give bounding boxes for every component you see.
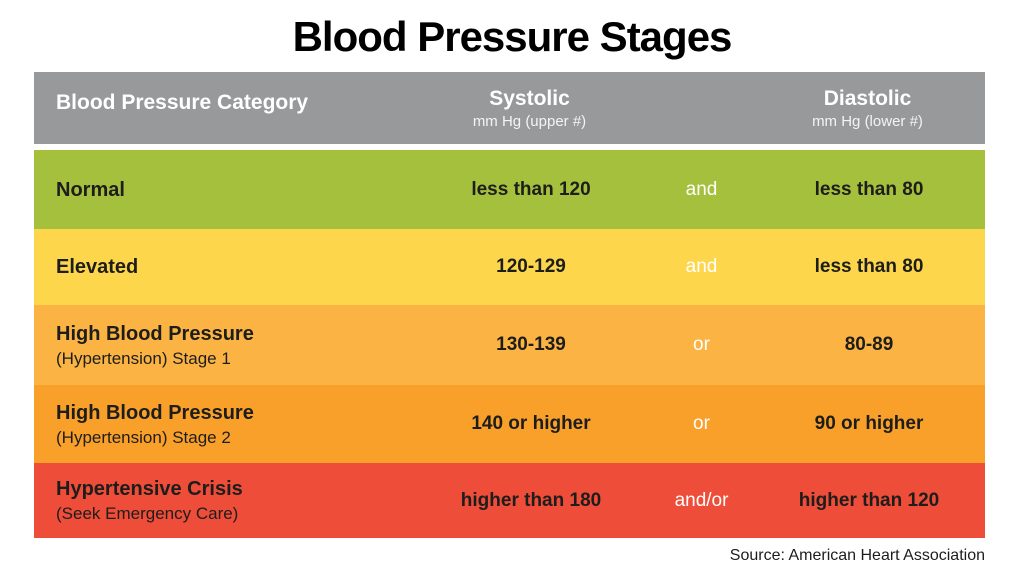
header-diastolic: Diastolic mm Hg (lower #) xyxy=(750,72,985,144)
header-diastolic-sub: mm Hg (lower #) xyxy=(812,112,923,130)
category-cell: Normal xyxy=(34,150,409,229)
header-category: Blood Pressure Category xyxy=(56,91,309,114)
systolic-value-cell: 140 or higher xyxy=(471,413,591,434)
category-cell: High Blood Pressure (Hypertension) Stage… xyxy=(34,305,409,385)
diastolic-value-cell: less than 80 xyxy=(814,256,924,277)
category-sublabel: (Hypertension) Stage 2 xyxy=(56,427,231,447)
table-row: High Blood Pressure (Hypertension) Stage… xyxy=(34,385,985,463)
page-title: Blood Pressure Stages xyxy=(292,13,733,60)
systolic-value-cell: 120-129 xyxy=(496,256,566,277)
connector-cell: and/or xyxy=(674,489,729,511)
category-sublabel: (Hypertension) Stage 1 xyxy=(56,348,231,368)
table-row: Hypertensive Crisis (Seek Emergency Care… xyxy=(34,463,985,538)
header-connector-spacer xyxy=(650,72,750,144)
diastolic-value-cell: 90 or higher xyxy=(814,413,924,434)
connector-cell: and xyxy=(685,256,718,277)
diastolic-value-cell: 80-89 xyxy=(844,334,894,355)
connector-cell: or xyxy=(693,413,710,434)
diastolic-value-cell: less than 80 xyxy=(814,178,924,200)
connector-cell: and xyxy=(685,178,718,200)
category-sublabel: (Seek Emergency Care) xyxy=(56,504,239,523)
connector-cell: or xyxy=(693,334,710,355)
source-attribution: Source: American Heart Association xyxy=(729,547,985,564)
table-row: Elevated 120-129 and less than 80 xyxy=(34,229,985,305)
category-cell: Hypertensive Crisis (Seek Emergency Care… xyxy=(34,463,409,538)
table-header-row: Blood Pressure Category Systolic mm Hg (… xyxy=(34,72,985,144)
systolic-value-cell: higher than 180 xyxy=(460,489,602,511)
header-systolic-label: Systolic xyxy=(489,86,570,110)
diastolic-value-cell: higher than 120 xyxy=(798,489,940,511)
category-label: High Blood Pressure xyxy=(56,401,254,424)
table-row: Normal less than 120 and less than 80 xyxy=(34,150,985,229)
category-cell: Elevated xyxy=(34,229,409,305)
systolic-value-cell: 130-139 xyxy=(496,334,566,355)
header-systolic-sub: mm Hg (upper #) xyxy=(472,112,587,130)
category-label: Hypertensive Crisis xyxy=(56,478,243,500)
header-diastolic-label: Diastolic xyxy=(823,86,912,110)
systolic-value-cell: less than 120 xyxy=(471,178,591,200)
table-row: High Blood Pressure (Hypertension) Stage… xyxy=(34,305,985,385)
category-label: Normal xyxy=(56,178,125,201)
table-body: Normal less than 120 and less than 80 El… xyxy=(34,150,985,538)
category-label: Elevated xyxy=(56,256,139,278)
category-label: High Blood Pressure xyxy=(56,322,254,345)
category-cell: High Blood Pressure (Hypertension) Stage… xyxy=(34,385,409,463)
blood-pressure-table: Blood Pressure Category Systolic mm Hg (… xyxy=(34,72,985,538)
header-systolic: Systolic mm Hg (upper #) xyxy=(409,72,650,144)
